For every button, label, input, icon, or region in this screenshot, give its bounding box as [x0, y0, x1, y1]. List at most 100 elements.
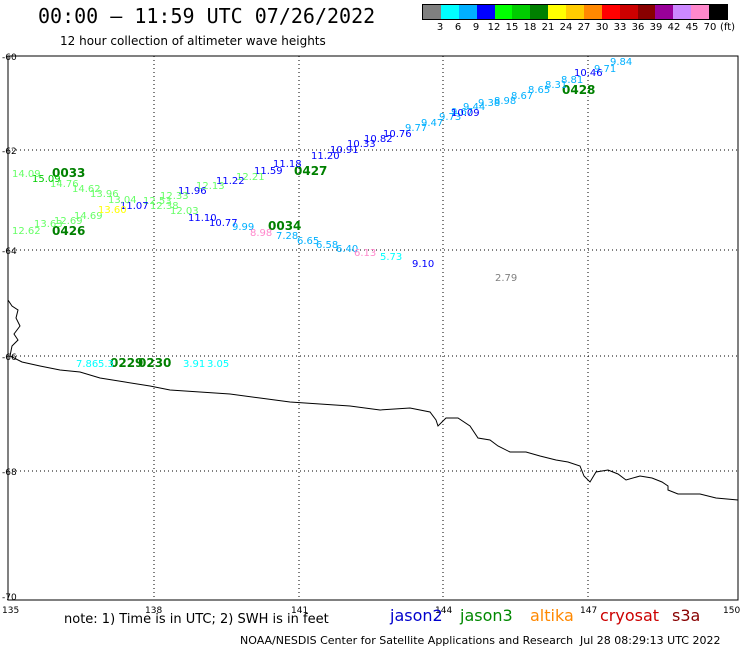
time-tag: 0229 — [110, 356, 143, 370]
legend-unit: (ft) — [720, 22, 736, 33]
time-tag: 0426 — [52, 224, 85, 238]
wave-height-label: 8.98 — [250, 228, 272, 239]
legend-label: 39 — [649, 22, 663, 33]
wave-height-label: 3.05 — [207, 359, 229, 370]
legend-swatch — [423, 5, 441, 19]
wave-height-label: 8.81 — [561, 75, 583, 86]
lon-label: 144 — [435, 606, 452, 616]
wave-height-label: 13.96 — [90, 189, 119, 200]
legend-swatch — [601, 5, 620, 19]
wave-height-label: 3.91 — [183, 359, 205, 370]
legend-swatch — [583, 5, 602, 19]
wave-height-label: 13.60 — [98, 205, 127, 216]
lon-label: 147 — [580, 606, 597, 616]
legend-label: 12 — [487, 22, 501, 33]
wave-height-label: 14.09 — [12, 169, 41, 180]
time-tag: 0034 — [268, 219, 301, 233]
wave-height-label: 5.3 — [98, 359, 114, 370]
lat-label: -66 — [2, 353, 17, 363]
legend-swatch — [440, 5, 459, 19]
wave-height-label: 12.21 — [236, 172, 265, 183]
wave-height-label: 9.84 — [610, 57, 632, 68]
wave-height-label: 6.13 — [354, 248, 376, 259]
wave-height-label: 12.62 — [12, 226, 41, 237]
legend-swatch — [566, 5, 584, 19]
wave-height-label: 11.96 — [178, 186, 207, 197]
lon-label: 150 — [723, 606, 740, 616]
legend-swatch — [655, 5, 674, 19]
wave-height-label: 11.20 — [311, 151, 340, 162]
wave-height-label: 8.65 — [528, 85, 550, 96]
wave-height-label: 10.76 — [383, 129, 412, 140]
satellite-s3a: s3a — [672, 606, 701, 625]
legend-swatch — [619, 5, 638, 19]
legend-label: 21 — [541, 22, 555, 33]
lon-label: 135 — [2, 606, 19, 616]
legend-label: 27 — [577, 22, 591, 33]
footnote: note: 1) Time is in UTC; 2) SWH is in fe… — [64, 612, 329, 627]
wave-height-label: 9.38 — [478, 98, 500, 109]
time-tag: 0428 — [562, 83, 595, 97]
wave-height-label: 5.73 — [380, 252, 402, 263]
wave-height-label: 6.65 — [297, 236, 319, 247]
time-tag: 0427 — [294, 164, 327, 178]
legend-swatch — [548, 5, 566, 19]
wave-height-label: 9.71 — [594, 64, 616, 75]
lat-label: -64 — [2, 247, 17, 257]
wave-height-labels: 0033 0426 0427 0034 0428 0229 0230 9.84 … — [12, 57, 632, 370]
legend-label: 45 — [685, 22, 699, 33]
wave-height-label: 12.69 — [54, 216, 83, 227]
wave-height-label: 12.38 — [150, 201, 179, 212]
wave-height-label: 13.63 — [34, 219, 63, 230]
map-title: 00:00 – 11:59 UTC 07/26/2022 — [38, 4, 376, 28]
wave-height-label: 9.10 — [412, 259, 434, 270]
wave-height-label: 12.03 — [170, 206, 199, 217]
legend-label: 24 — [559, 22, 573, 33]
time-tag: 0033 — [52, 166, 85, 180]
wave-height-label: 12.33 — [160, 191, 189, 202]
wave-height-label: 10.82 — [364, 134, 393, 145]
legend-label: 70 — [703, 22, 717, 33]
wave-height-label: 8.31 — [545, 80, 567, 91]
wave-height-label: 11.10 — [188, 213, 217, 224]
wave-height-label: 9.44 — [463, 102, 485, 113]
wave-height-label: 9.47 — [421, 118, 443, 129]
wave-height-label: 14.69 — [74, 211, 103, 222]
legend-swatch — [476, 5, 495, 19]
lat-label: -62 — [2, 147, 17, 157]
lat-lon-grid — [8, 56, 738, 600]
wave-height-label: 6.58 — [316, 240, 338, 251]
wave-height-label: 9.77 — [405, 123, 427, 134]
wave-height-label: 7.86 — [76, 359, 98, 370]
wave-height-label: 8.67 — [511, 91, 533, 102]
wave-height-label: 2.79 — [495, 273, 517, 284]
satellite-altika: altika — [530, 606, 574, 625]
legend-swatch — [673, 5, 692, 19]
legend-label: 36 — [631, 22, 645, 33]
wave-height-label: 14.62 — [72, 184, 101, 195]
satellite-jason2: jason2 — [390, 606, 443, 625]
wave-height-label: 9.73 — [439, 112, 461, 123]
legend-label: 6 — [454, 22, 462, 33]
wave-height-label: 9.67 — [451, 107, 473, 118]
legend-swatch — [530, 5, 549, 19]
legend-swatch — [458, 5, 477, 19]
time-tag: 0230 — [138, 356, 171, 370]
lon-label: 141 — [291, 606, 308, 616]
legend-swatch — [494, 5, 513, 19]
legend-label: 42 — [667, 22, 681, 33]
lon-label: 138 — [145, 606, 162, 616]
legend-swatch — [691, 5, 709, 19]
wave-height-label: 13.04 — [108, 195, 137, 206]
wave-height-label: 10.77 — [209, 218, 238, 229]
wave-height-label: 15.09 — [32, 174, 61, 185]
wave-height-label: 8.98 — [494, 96, 516, 107]
legend-swatch — [512, 5, 531, 19]
legend-label: 15 — [505, 22, 519, 33]
lat-label: -68 — [2, 468, 17, 478]
lat-label: -70 — [2, 593, 17, 603]
legend-label: 9 — [472, 22, 480, 33]
legend-label: 3 — [436, 22, 444, 33]
